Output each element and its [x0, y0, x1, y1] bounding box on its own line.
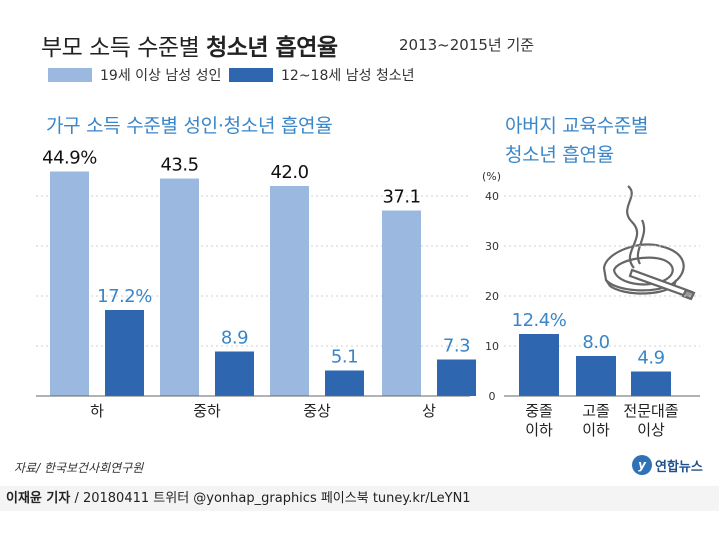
- right-chart-subtitle-line1: 아버지 교육수준별: [505, 115, 649, 137]
- education-category-label: 고졸: [582, 402, 610, 420]
- adult-value-label: 43.5: [160, 155, 198, 176]
- right-y-tick: 40: [485, 190, 499, 203]
- legend-teen-label: 12~18세 남성 청소년: [281, 68, 415, 84]
- yonhap-logo-icon: y: [632, 455, 652, 475]
- teen-value-label: 8.9: [221, 328, 248, 349]
- teen-value-label: 17.2%: [97, 286, 152, 307]
- credit-footer: 이재윤 기자 / 20180411 트위터 @yonhap_graphics 페…: [0, 486, 719, 511]
- legend-teen-swatch: [229, 68, 273, 82]
- adult-value-label: 44.9%: [42, 148, 97, 169]
- education-category-label: 이상: [637, 421, 665, 439]
- education-category-label: 전문대졸: [623, 402, 678, 420]
- education-bar: [631, 371, 671, 396]
- legend-adult: 19세 이상 남성 성인: [48, 67, 222, 84]
- teen-value-label: 5.1: [331, 347, 358, 368]
- education-value-label: 12.4%: [512, 310, 567, 331]
- period-label: 2013~2015년 기준: [399, 36, 535, 54]
- title-main: 부모 소득 수준별: [41, 35, 207, 61]
- reporter-name: 이재윤 기자: [6, 491, 71, 506]
- right-chart-subtitle-line2: 청소년 흡연율: [505, 144, 614, 166]
- title-bold: 청소년 흡연율: [206, 35, 338, 61]
- legend-adult-label: 19세 이상 남성 성인: [100, 68, 222, 84]
- chart-canvas: 44.9% 17.2% 하 43.5 8.9 중하 42.0 5.1 중상 37.1 7.3 상 (%)…: [36, 148, 700, 439]
- right-y-tick: 0: [489, 390, 496, 403]
- adult-value-label: 37.1: [382, 187, 420, 208]
- category-label: 하: [90, 402, 104, 420]
- teen-bar: [325, 370, 364, 396]
- education-value-label: 8.0: [582, 332, 609, 353]
- adult-bar: [50, 171, 89, 396]
- right-y-tick: 10: [485, 340, 499, 353]
- right-y-tick: 20: [485, 290, 499, 303]
- teen-value-label: 7.3: [443, 336, 470, 357]
- left-chart-subtitle: 가구 소득 수준별 성인·청소년 흡연율: [46, 115, 333, 137]
- education-bar: [519, 334, 559, 396]
- ashtray-cigarette-icon: [602, 185, 696, 301]
- category-label: 상: [422, 402, 436, 420]
- education-bar: [576, 356, 616, 396]
- education-category-label: 중졸: [525, 402, 553, 420]
- infographic-panel: 부모 소득 수준별 청소년 흡연율 2013~2015년 기준 19세 이상 남…: [14, 28, 703, 475]
- category-label: 중하: [193, 402, 221, 420]
- legend-adult-swatch: [48, 68, 92, 82]
- source-note: 자료/ 한국보건사회연구원: [14, 461, 144, 475]
- footer-info: / 20180411 트위터 @yonhap_graphics 페이스북 tun…: [70, 491, 471, 506]
- legend-teen: 12~18세 남성 청소년: [229, 67, 415, 84]
- category-label: 중상: [303, 402, 331, 420]
- right-y-tick: 30: [485, 240, 499, 253]
- page-title: 부모 소득 수준별 청소년 흡연율: [41, 28, 338, 62]
- adult-value-label: 42.0: [270, 162, 308, 183]
- yonhap-logo: y 연합뉴스: [632, 455, 703, 475]
- education-value-label: 4.9: [637, 348, 664, 369]
- adult-bar: [160, 178, 199, 396]
- teen-bar: [437, 359, 476, 396]
- teen-bar: [215, 351, 254, 396]
- education-category-label: 이하: [582, 421, 610, 439]
- adult-bar: [270, 186, 309, 396]
- teen-bar: [105, 310, 144, 396]
- adult-bar: [382, 210, 421, 396]
- education-category-label: 이하: [525, 421, 553, 439]
- right-unit-label: (%): [482, 170, 501, 183]
- yonhap-logo-text: 연합뉴스: [655, 459, 703, 475]
